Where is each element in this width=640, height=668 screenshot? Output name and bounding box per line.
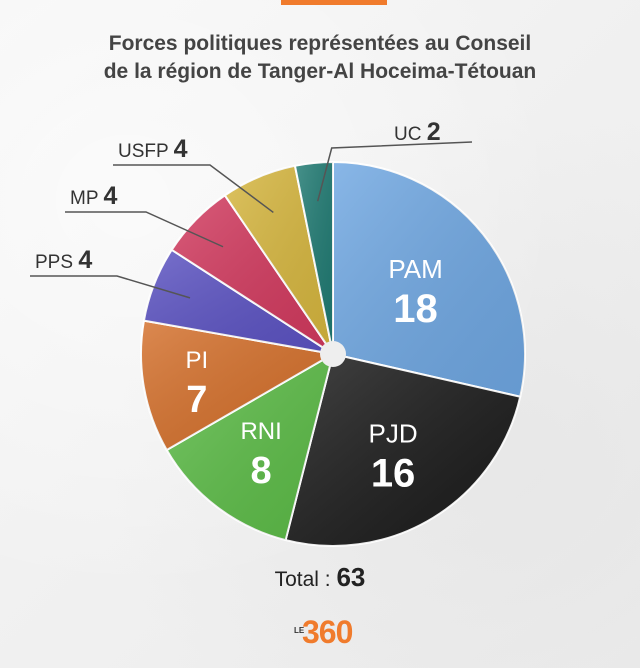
slice-label-rni: RNI xyxy=(240,418,281,445)
slice-pps-shade xyxy=(143,249,333,354)
slice-label-uc: UC 2 xyxy=(394,118,441,146)
slice-value-pi: 7 xyxy=(186,379,207,421)
total-label: Total : xyxy=(274,568,331,591)
slice-value-pjd: 16 xyxy=(371,451,416,495)
le360-logo: LE 360 xyxy=(292,612,382,652)
top-accent-tab xyxy=(281,0,387,5)
slice-pam-shade xyxy=(333,162,525,397)
slice-value-uc: 2 xyxy=(427,118,441,146)
slice-mp-shade xyxy=(171,195,333,354)
leader-line-usfp xyxy=(113,164,274,214)
slice-usfp-shade xyxy=(224,165,333,354)
logo-prefix: LE xyxy=(294,626,305,635)
logo-number: 360 xyxy=(302,614,353,650)
leader-line-pps xyxy=(30,275,191,299)
label-leader-lines xyxy=(30,141,473,299)
slice-label-pjd: PJD xyxy=(369,418,418,448)
slice-label-usfp: USFP 4 xyxy=(118,135,188,163)
slice-name-mp: MP xyxy=(70,188,103,209)
slice-label-pi: PI xyxy=(186,347,209,374)
slice-rni-shade xyxy=(166,354,333,541)
leader-line-mp xyxy=(65,211,224,248)
slice-value-pps: 4 xyxy=(78,246,92,274)
slice-name-pps: PPS xyxy=(35,252,78,273)
leader-line-uc xyxy=(316,141,473,202)
total-value: 63 xyxy=(336,562,366,592)
slice-value-pam: 18 xyxy=(393,287,438,331)
slice-value-rni: 8 xyxy=(251,450,272,492)
slice-label-mp: MP 4 xyxy=(70,182,117,210)
total-readout: Total : 63 xyxy=(0,562,640,593)
slice-uc-shade xyxy=(294,162,333,354)
pie-slices xyxy=(140,160,526,547)
chart-title: Forces politiques représentées au Consei… xyxy=(40,30,600,86)
chart-title-line-2: de la région de Tanger-Al Hoceima-Tétoua… xyxy=(103,60,537,83)
slice-value-usfp: 4 xyxy=(174,135,188,163)
chart-title-line-1: Forces politiques représentées au Consei… xyxy=(108,32,532,55)
slice-pjd-shade xyxy=(285,354,521,546)
slice-pi-shade xyxy=(141,320,333,450)
slice-name-uc: UC xyxy=(394,124,427,145)
slice-label-pps: PPS 4 xyxy=(35,246,92,274)
slice-label-pam: PAM xyxy=(388,254,442,284)
slice-value-mp: 4 xyxy=(103,182,117,210)
pie-center-hole xyxy=(320,341,346,367)
slice-name-usfp: USFP xyxy=(118,141,174,162)
